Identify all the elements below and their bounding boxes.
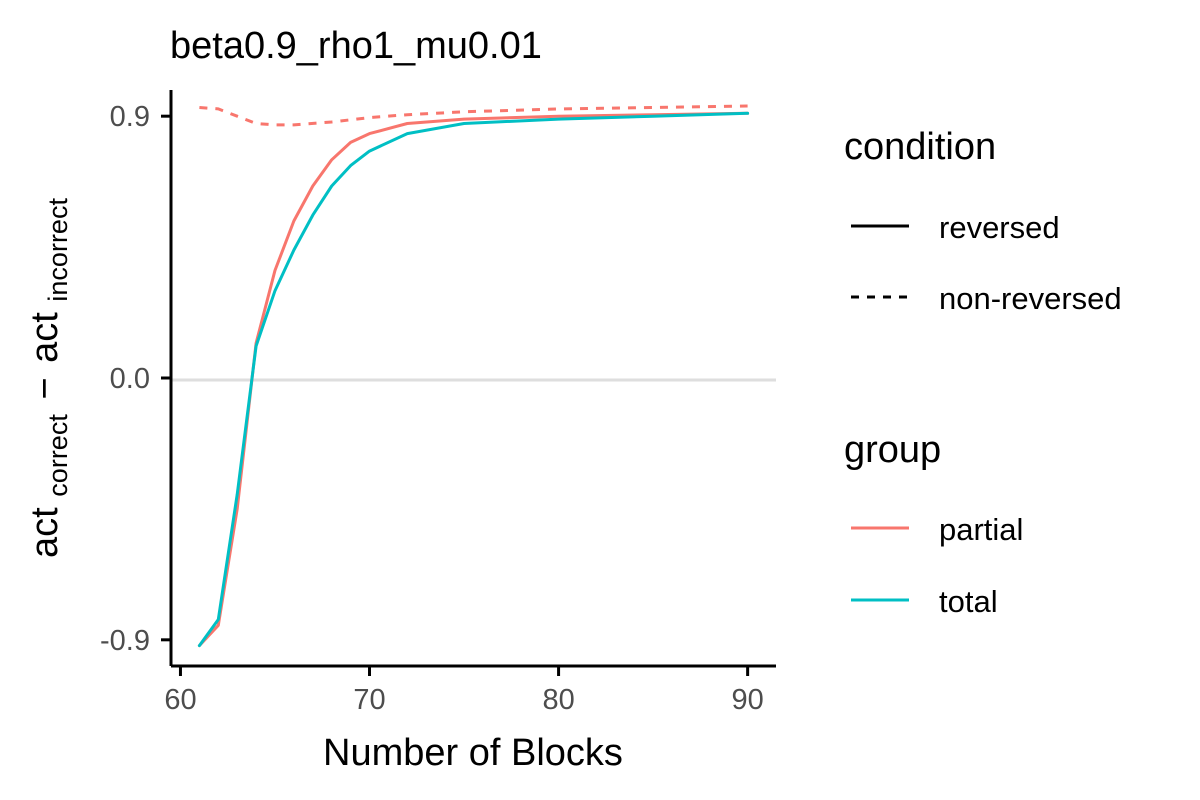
series-line-partial-non-reversed bbox=[199, 104, 748, 127]
y-tick-label-1: 0.0 bbox=[110, 363, 150, 395]
x-axis-ticks: 60 70 80 90 bbox=[164, 666, 764, 716]
x-tick-label-1: 70 bbox=[353, 684, 385, 716]
legend: condition reversed non-reversed group pa… bbox=[844, 126, 1122, 619]
series-line-total-reversed bbox=[197, 111, 750, 648]
legend-label-non-reversed: non-reversed bbox=[939, 281, 1122, 316]
chart-title: beta0.9_rho1_mu0.01 bbox=[170, 25, 542, 67]
y-axis-label-subscript-1: correct bbox=[43, 414, 73, 497]
y-tick-label-0: -0.9 bbox=[100, 625, 150, 657]
legend-label-total: total bbox=[939, 584, 998, 619]
y-axis-label-minus: − bbox=[24, 377, 66, 399]
y-tick-label-2: 0.9 bbox=[110, 101, 150, 133]
legend-label-partial: partial bbox=[939, 512, 1023, 547]
legend-label-reversed: reversed bbox=[939, 210, 1060, 245]
y-axis-label-part-2: act bbox=[24, 312, 66, 363]
y-axis-label: act correct − act incorrect bbox=[24, 198, 76, 558]
legend-condition-title: condition bbox=[844, 126, 996, 168]
chart-series bbox=[197, 104, 750, 648]
y-axis-ticks: -0.9 0.0 0.9 bbox=[100, 101, 171, 657]
y-axis-label-part-1: act bbox=[24, 507, 66, 558]
y-axis-label-subscript-2: incorrect bbox=[43, 198, 73, 302]
x-tick-label-3: 90 bbox=[732, 684, 764, 716]
legend-group-title: group bbox=[844, 429, 941, 471]
x-tick-label-0: 60 bbox=[164, 684, 196, 716]
x-axis-label: Number of Blocks bbox=[323, 732, 623, 774]
x-tick-label-2: 80 bbox=[542, 684, 574, 716]
